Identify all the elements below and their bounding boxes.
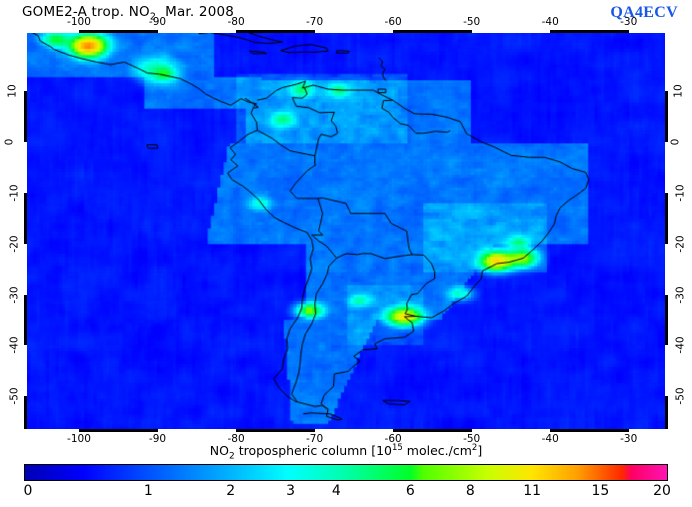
colorbar-caption: NO2 tropospheric column [1015 molec./cm2…: [209, 443, 483, 462]
x-tick-label: -70: [306, 16, 324, 28]
y-tick-label: -20: [8, 235, 21, 253]
y-tick-label: -50: [8, 387, 21, 405]
x-tick-label: -60: [384, 433, 402, 445]
title-subscript: 2: [149, 11, 157, 23]
x-tick-label: -80: [227, 433, 245, 445]
y-tick-label: -20: [674, 235, 687, 253]
y-tick-label: -30: [8, 286, 21, 304]
x-tick-label: -50: [463, 16, 481, 28]
map-panel[interactable]: [24, 30, 668, 432]
colorbar-tick-label: 4: [331, 483, 341, 499]
x-tick-label: -100: [67, 16, 91, 28]
y-tick-label: 10: [672, 84, 685, 98]
x-tick-label: -30: [620, 16, 638, 28]
y-tick-label: 0: [669, 138, 682, 146]
x-tick-label: -90: [148, 433, 167, 445]
y-tick-label: -40: [8, 336, 21, 355]
x-tick-label: -50: [463, 433, 481, 445]
colorbar[interactable]: [24, 464, 668, 481]
colorbar-tick-label: 6: [405, 483, 415, 499]
colorbar-tick-label: 2: [226, 483, 236, 499]
y-tick-label: 0: [3, 138, 16, 146]
colorbar-tick-label: 1: [143, 483, 153, 499]
qa4ecv-logo: QA4ECV: [610, 4, 678, 21]
x-tick-label: -40: [541, 433, 559, 445]
y-tick-label: -10: [8, 184, 21, 202]
y-tick-label: -30: [674, 286, 687, 304]
colorbar-tick-label: 0: [23, 483, 33, 499]
colorbar-tick-label: 15: [591, 483, 610, 499]
colorbar-gradient: [25, 465, 667, 480]
title-species: GOME2-A trop. NO: [22, 4, 150, 20]
colorbar-tick-label: 3: [286, 483, 296, 499]
colorbar-tick-label: 20: [653, 483, 671, 499]
x-tick-label: -100: [67, 433, 91, 445]
x-tick-label: -90: [148, 16, 167, 28]
x-tick-label: -60: [384, 16, 402, 28]
colorbar-tick-label: 8: [465, 483, 475, 499]
colorbar-tick-label: 11: [523, 483, 542, 499]
title-date: Mar. 2008: [165, 4, 235, 20]
y-tick-label: -10: [674, 184, 687, 202]
y-tick-label: 10: [6, 84, 19, 98]
x-tick-label: -30: [620, 433, 638, 445]
y-tick-label: -50: [674, 387, 687, 405]
x-tick-label: -70: [306, 433, 324, 445]
y-tick-label: -40: [674, 336, 687, 355]
x-tick-label: -80: [227, 16, 245, 28]
x-tick-label: -40: [541, 16, 559, 28]
page-title: GOME2-A trop. NO2 Mar. 2008: [22, 4, 234, 23]
no2-map-canvas[interactable]: [27, 33, 665, 429]
